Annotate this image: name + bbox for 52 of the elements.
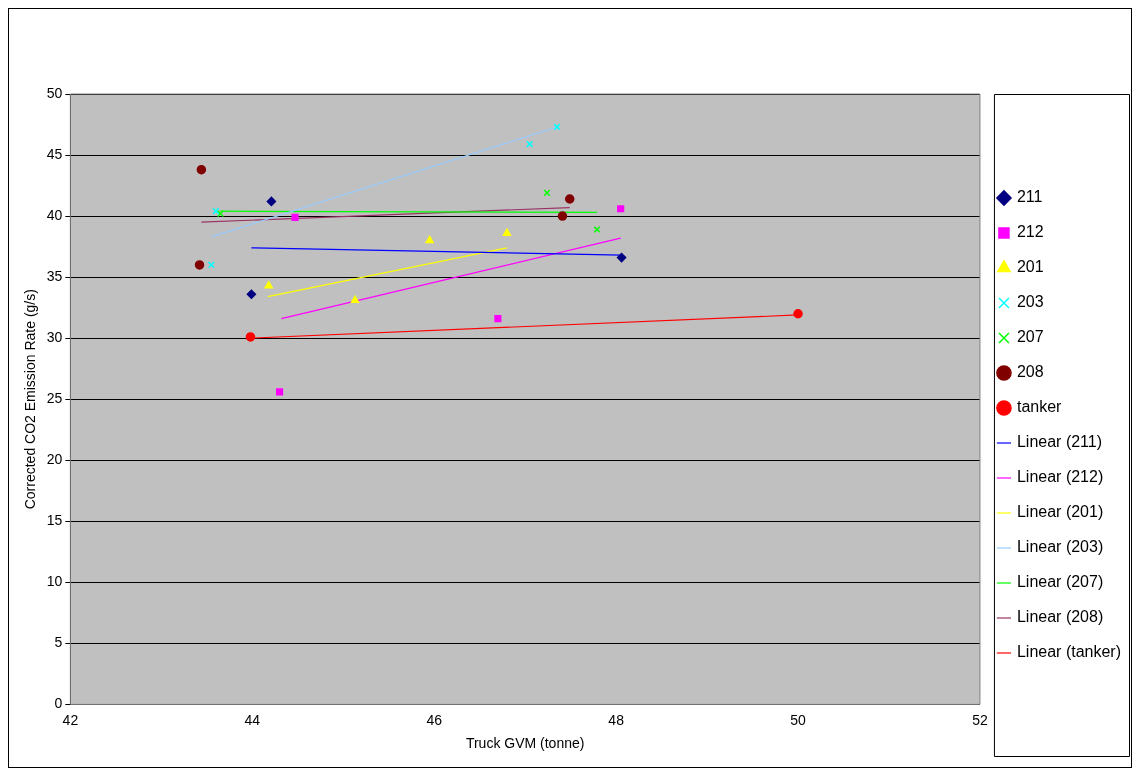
y-tick-label: 5	[54, 634, 63, 651]
legend-label: Linear (208)	[1016, 608, 1104, 626]
legend-label: Linear (203)	[1016, 538, 1104, 556]
point	[196, 164, 207, 175]
x-tick-label: 42	[62, 711, 79, 728]
legend-label: Linear (211)	[1016, 433, 1103, 451]
point	[617, 205, 625, 213]
legend-label: Linear (201)	[1016, 503, 1104, 521]
x-tick-label: 48	[608, 711, 625, 728]
point	[494, 315, 502, 323]
legend-label: 211	[1016, 188, 1043, 206]
point	[264, 280, 273, 289]
y-axis-title: Corrected CO2 Emission Rate (g/s)	[22, 289, 39, 510]
legend-label: Linear (207)	[1016, 573, 1104, 591]
y-tick-label: 40	[46, 206, 63, 223]
y-tick-label: 20	[46, 451, 63, 468]
point	[553, 123, 561, 131]
x-tick-label: 52	[972, 711, 988, 728]
legend-label: 207	[1016, 328, 1044, 346]
y-tick-label: 45	[46, 145, 63, 162]
x-tick-label: 44	[244, 711, 261, 728]
legend-label: Linear (212)	[1016, 468, 1104, 486]
point	[616, 252, 627, 263]
y-tick-label: 35	[46, 267, 63, 284]
point	[291, 213, 299, 221]
y-tick-label: 10	[46, 573, 63, 590]
x-tick-label: 50	[790, 711, 807, 728]
y-tick-label: 0	[54, 695, 63, 712]
x-axis-title: Truck GVM (tonne)	[465, 735, 585, 752]
legend-label: 201	[1016, 258, 1044, 276]
point	[425, 235, 434, 244]
point	[194, 260, 205, 270]
point	[593, 225, 601, 234]
point	[557, 211, 568, 221]
legend-label: 203	[1016, 293, 1044, 311]
y-tick-label: 50	[46, 84, 63, 101]
y-tick-label: 30	[46, 329, 63, 346]
point	[502, 228, 512, 236]
point	[793, 308, 803, 319]
legend-label: Linear (tanker)	[1016, 643, 1121, 661]
legend-label: 212	[1016, 223, 1044, 241]
legend-label: 208	[1016, 363, 1044, 381]
point	[350, 295, 360, 304]
point	[564, 194, 575, 204]
y-tick-label: 25	[46, 390, 63, 407]
point	[266, 196, 277, 207]
point	[246, 289, 257, 299]
point	[245, 332, 256, 342]
point	[276, 388, 284, 396]
x-tick-label: 46	[426, 711, 443, 728]
y-tick-label: 15	[46, 512, 63, 529]
legend-label: tanker	[1016, 398, 1063, 416]
